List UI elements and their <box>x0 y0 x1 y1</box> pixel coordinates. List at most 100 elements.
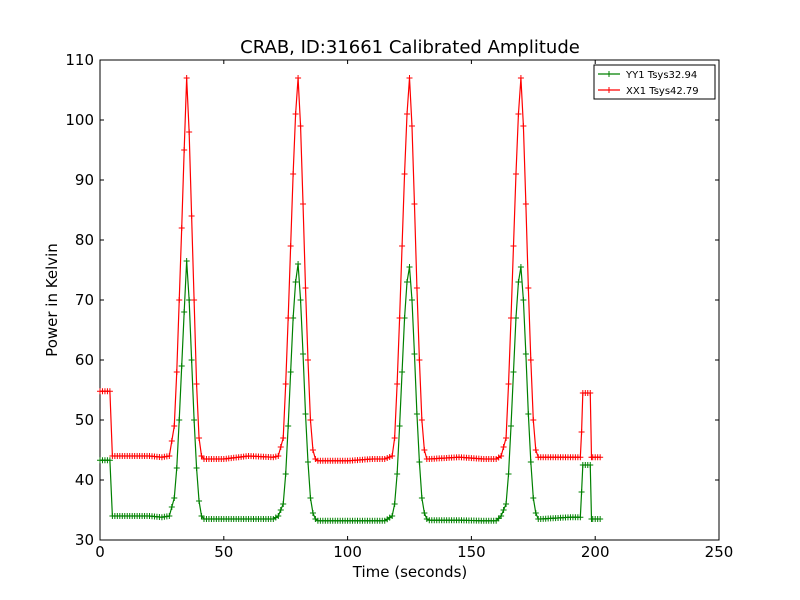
series-line <box>100 260 601 522</box>
y-tick-label: 30 <box>75 531 94 549</box>
data-point-marker <box>522 351 529 357</box>
data-point-marker <box>578 429 585 435</box>
data-point-marker <box>527 357 534 363</box>
data-point-marker <box>168 504 175 510</box>
y-tick-label: 90 <box>75 171 94 189</box>
data-point-marker <box>173 465 180 471</box>
data-point-marker <box>408 297 415 303</box>
data-point-marker <box>191 417 198 423</box>
data-point-marker <box>413 411 420 417</box>
data-point-marker <box>191 297 198 303</box>
data-point-marker <box>285 315 292 321</box>
x-tick-label: 150 <box>457 543 486 561</box>
data-point-marker <box>408 123 415 129</box>
data-point-marker <box>302 285 309 291</box>
data-point-marker <box>394 471 401 477</box>
data-point-marker <box>106 457 113 464</box>
x-tick-label: 50 <box>214 543 233 561</box>
data-point-marker <box>389 453 396 459</box>
data-point-marker <box>510 369 517 375</box>
data-point-marker <box>597 516 604 522</box>
data-point-marker <box>302 411 309 417</box>
x-tick-label: 200 <box>581 543 610 561</box>
data-point-marker <box>287 243 294 249</box>
data-point-marker <box>500 507 507 513</box>
data-point-marker <box>413 285 420 291</box>
data-point-marker <box>512 171 519 177</box>
data-point-marker <box>173 369 180 375</box>
data-point-marker <box>517 264 524 270</box>
data-point-marker <box>577 454 584 461</box>
data-point-marker <box>275 513 282 519</box>
x-tick-label: 100 <box>333 543 362 561</box>
data-point-marker <box>183 75 190 81</box>
data-point-marker <box>510 243 517 249</box>
data-point-marker <box>287 369 294 375</box>
y-tick-label: 40 <box>75 471 94 489</box>
data-point-marker <box>404 279 411 285</box>
data-point-marker <box>196 435 203 441</box>
data-point-marker <box>280 501 287 507</box>
data-point-marker <box>515 279 522 285</box>
data-point-marker <box>532 510 539 516</box>
data-point-marker <box>304 459 311 465</box>
series-line <box>100 77 601 462</box>
series-0 <box>97 258 604 524</box>
data-point-marker <box>176 297 183 303</box>
data-point-marker <box>411 351 418 357</box>
data-point-marker <box>193 465 200 471</box>
data-point-marker <box>411 201 418 207</box>
data-point-marker <box>508 315 515 321</box>
data-point-marker <box>587 390 594 396</box>
data-point-marker <box>396 315 403 321</box>
data-point-marker <box>508 423 515 429</box>
y-tick-label: 80 <box>75 231 94 249</box>
legend-marker <box>606 71 612 77</box>
data-point-marker <box>193 381 200 387</box>
data-point-marker <box>396 423 403 429</box>
data-point-marker <box>106 388 113 395</box>
data-point-marker <box>389 513 396 519</box>
data-point-marker <box>181 147 188 153</box>
data-point-marker <box>176 417 183 423</box>
data-point-marker <box>418 495 425 501</box>
data-point-marker <box>282 381 289 387</box>
data-point-marker <box>307 495 314 501</box>
data-point-marker <box>525 285 532 291</box>
data-point-marker <box>295 261 302 267</box>
data-point-marker <box>520 123 527 129</box>
data-point-marker <box>401 171 408 177</box>
data-point-marker <box>522 201 529 207</box>
data-point-marker <box>500 444 507 450</box>
legend-marker <box>606 87 612 93</box>
data-point-marker <box>282 471 289 477</box>
data-point-marker <box>168 438 175 444</box>
data-point-marker <box>188 213 195 219</box>
legend-label: YY1 Tsys32.94 <box>625 70 697 81</box>
data-point-marker <box>498 513 505 519</box>
data-point-marker <box>391 501 398 507</box>
axis-ticks: 0 50 100 150 200 250 30 40 50 60 70 80 90 100 110 <box>65 51 733 561</box>
legend-label: XX1 Tsys42.79 <box>626 86 699 97</box>
legend-box <box>593 64 716 100</box>
data-point-marker <box>300 351 307 357</box>
data-point-marker <box>530 495 537 501</box>
y-tick-label: 110 <box>65 51 94 69</box>
data-point-marker <box>421 510 428 516</box>
data-point-marker <box>275 453 282 459</box>
data-point-marker <box>505 381 512 387</box>
data-point-marker <box>418 417 425 423</box>
data-point-marker <box>166 453 173 459</box>
data-point-marker <box>171 423 178 429</box>
data-point-marker <box>399 369 406 375</box>
data-point-marker <box>171 495 178 501</box>
data-point-marker <box>505 471 512 477</box>
data-point-marker <box>292 111 299 117</box>
data-point-marker <box>280 435 287 441</box>
data-point-marker <box>188 357 195 363</box>
data-point-marker <box>277 507 284 513</box>
data-point-marker <box>394 381 401 387</box>
y-tick-label: 50 <box>75 411 94 429</box>
